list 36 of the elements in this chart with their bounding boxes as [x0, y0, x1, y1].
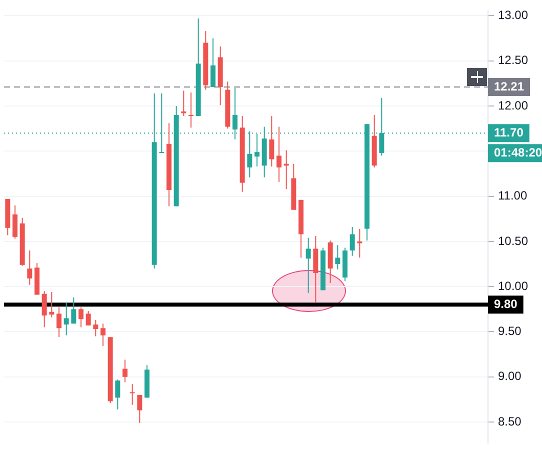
candlestick [86, 310, 91, 326]
candlestick [56, 306, 62, 338]
ref-line-label: 12.21 [494, 79, 524, 94]
y-tick-label: 13.00 [498, 8, 528, 22]
candlestick [71, 296, 76, 324]
candlestick [306, 237, 311, 294]
candlestick [93, 320, 98, 337]
candlestick [335, 244, 340, 270]
candlestick [100, 323, 106, 347]
ref-line-label: 9.80 [494, 296, 518, 311]
y-tick-label: 10.50 [498, 234, 528, 248]
candlestick [130, 384, 135, 406]
candlestick [64, 302, 69, 336]
y-tick-label: 11.00 [498, 188, 528, 203]
ref-line-label: 11.70 [494, 125, 524, 140]
candlestick [188, 92, 194, 128]
candlestick [78, 306, 84, 328]
candlestick [122, 359, 128, 383]
candlestick [115, 379, 120, 410]
text: 01:48:20 [494, 145, 542, 160]
candlestick [210, 38, 216, 88]
y-tick-label: 8.50 [498, 414, 522, 428]
y-tick-label: 12.50 [498, 53, 528, 68]
candlestick [269, 115, 274, 168]
candlestick [137, 394, 142, 424]
y-tick-label: 9.00 [498, 369, 522, 384]
y-tick-label: 12.00 [498, 98, 528, 112]
candlestick [49, 292, 54, 318]
candlestick [357, 228, 362, 258]
y-tick-label: 10.00 [498, 278, 528, 293]
candlestick [276, 126, 282, 182]
candlestick [350, 226, 355, 256]
y-tick-label: 9.50 [498, 324, 522, 338]
candlestick [12, 204, 18, 240]
candlestick [27, 250, 32, 286]
candlestick [42, 290, 47, 328]
